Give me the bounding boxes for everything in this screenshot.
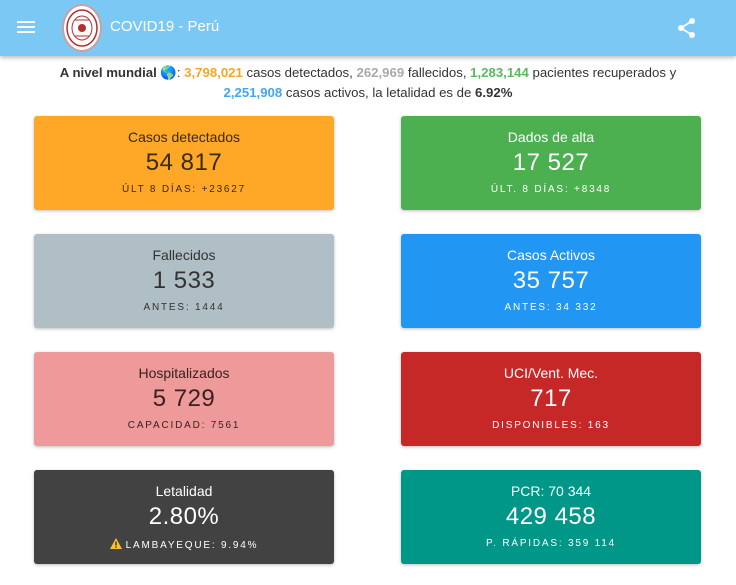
warning-icon: [109, 538, 122, 553]
card-fallecidos: Fallecidos 1 533 ANTES: 1444: [34, 234, 334, 328]
world-active-text: casos activos, la letalidad es de: [285, 85, 472, 100]
card-sub-row: LAMBAYEQUE: 9.94%: [34, 538, 334, 553]
card-value: 717: [530, 385, 572, 412]
university-seal-logo: [62, 4, 102, 52]
card-letalidad: Letalidad 2.80% LAMBAYEQUE: 9.94%: [34, 470, 334, 564]
card-label: Hospitalizados: [138, 365, 230, 381]
card-sub: ÚLT. 8 DÍAS: +8348: [490, 184, 612, 195]
card-label: Letalidad: [155, 483, 213, 499]
world-summary: A nivel mundial 🌎: 3,798,021 casos detec…: [59, 65, 677, 100]
card-sub: P. RÁPIDAS: 359 114: [485, 538, 616, 549]
world-detected: 3,798,021: [184, 65, 243, 80]
world-deaths-text: fallecidos,: [407, 65, 467, 80]
card-label: Casos detectados: [127, 129, 241, 145]
summary-prefix: A nivel mundial: [59, 65, 157, 80]
app-bar: COVID19 - Perú: [0, 0, 736, 56]
card-uci-vent: UCI/Vent. Mec. 717 DISPONIBLES: 163: [401, 352, 701, 446]
card-casos-detectados: Casos detectados 54 817 ÚLT 8 DÍAS: +236…: [34, 116, 334, 210]
card-label: Fallecidos: [152, 247, 216, 263]
world-lethality: 6.92%: [475, 85, 513, 100]
card-pcr: PCR: 70 344 429 458 P. RÁPIDAS: 359 114: [401, 470, 701, 564]
card-sub: LAMBAYEQUE: 9.94%: [125, 540, 259, 551]
card-value: 1 533: [152, 267, 216, 294]
card-value: 2.80%: [148, 503, 220, 530]
card-casos-activos: Casos Activos 35 757 ANTES: 34 332: [401, 234, 701, 328]
card-sub: ANTES: 34 332: [504, 302, 598, 313]
card-sub: ÚLT 8 DÍAS: +23627: [121, 184, 247, 195]
card-value: 17 527: [512, 149, 590, 176]
card-label: UCI/Vent. Mec.: [503, 365, 599, 381]
world-detected-text: casos detectados,: [246, 65, 353, 80]
world-deaths: 262,969: [356, 65, 405, 80]
globe-icon: 🌎: [160, 65, 177, 80]
card-hospitalizados: Hospitalizados 5 729 CAPACIDAD: 7561: [34, 352, 334, 446]
menu-icon[interactable]: [17, 18, 39, 38]
card-label: Dados de alta: [507, 129, 595, 145]
card-sub: ANTES: 1444: [143, 302, 225, 313]
world-recovered-text: pacientes recuperados y: [532, 65, 677, 80]
share-icon[interactable]: [676, 17, 698, 39]
card-value: 35 757: [512, 267, 590, 294]
card-label: PCR: 70 344: [510, 483, 592, 499]
card-value: 5 729: [152, 385, 216, 412]
world-active: 2,251,908: [223, 85, 283, 100]
app-title: COVID19 - Perú: [110, 18, 220, 35]
card-sub: DISPONIBLES: 163: [492, 420, 610, 431]
card-dados-de-alta: Dados de alta 17 527 ÚLT. 8 DÍAS: +8348: [401, 116, 701, 210]
world-recovered: 1,283,144: [470, 65, 529, 80]
card-value: 429 458: [505, 503, 597, 530]
card-sub: CAPACIDAD: 7561: [127, 420, 241, 431]
card-value: 54 817: [145, 149, 223, 176]
card-label: Casos Activos: [507, 247, 595, 263]
